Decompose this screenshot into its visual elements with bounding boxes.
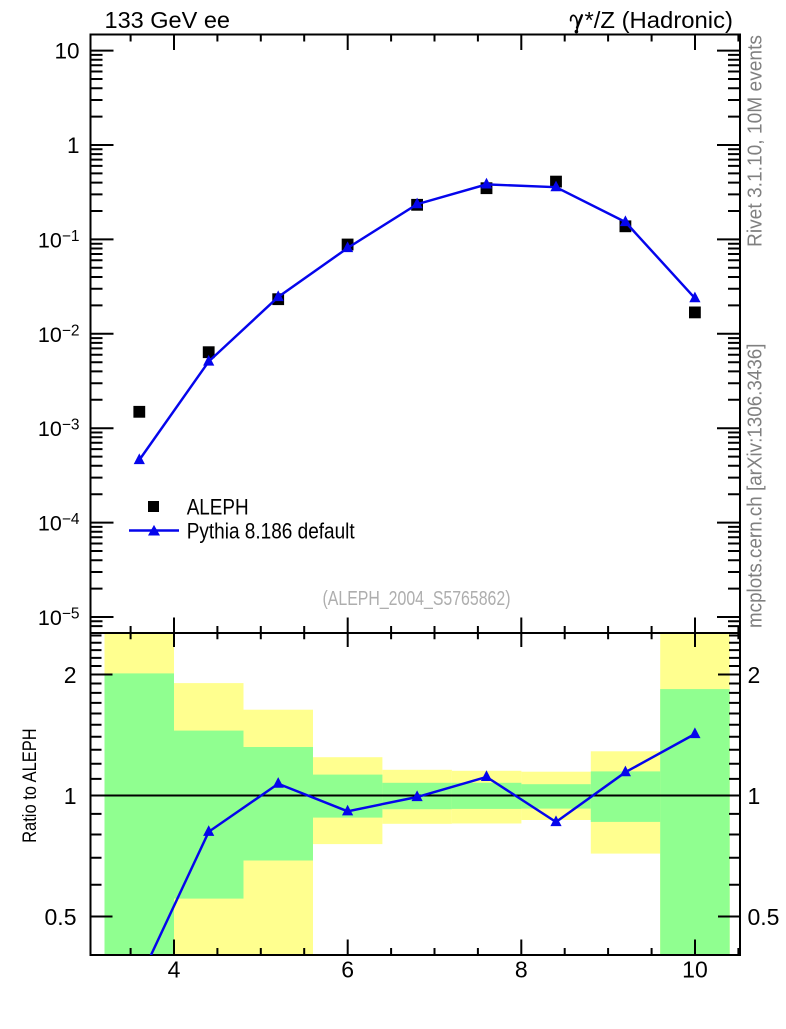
svg-text:1: 1	[748, 783, 761, 809]
svg-text:4: 4	[168, 957, 181, 983]
svg-text:mcplots.cern.ch [arXiv:1306.34: mcplots.cern.ch [arXiv:1306.3436]	[745, 344, 767, 629]
svg-text:2: 2	[64, 662, 77, 688]
svg-text:ALEPH: ALEPH	[187, 495, 249, 520]
svg-text:10−4: 10−4	[38, 511, 80, 536]
svg-text:8: 8	[515, 957, 528, 983]
svg-text:Rivet 3.1.10, 10M events: Rivet 3.1.10, 10M events	[745, 35, 767, 247]
svg-text:10: 10	[682, 957, 708, 983]
svg-text:6: 6	[341, 957, 354, 983]
svg-text:(ALEPH_2004_S5765862): (ALEPH_2004_S5765862)	[323, 588, 511, 610]
svg-text:1: 1	[67, 133, 80, 158]
svg-text:Ratio to ALEPH: Ratio to ALEPH	[19, 728, 41, 843]
svg-text:0.5: 0.5	[45, 904, 77, 930]
svg-text:0.5: 0.5	[748, 904, 780, 930]
svg-text:Pythia 8.186 default: Pythia 8.186 default	[187, 519, 356, 544]
svg-text:1: 1	[64, 783, 77, 809]
svg-text:133 GeV ee: 133 GeV ee	[105, 7, 231, 33]
svg-text:2: 2	[748, 662, 761, 688]
svg-text:10: 10	[54, 39, 79, 64]
svg-text:*/Z (Hadronic): */Z (Hadronic)	[585, 7, 734, 33]
svg-text:10−2: 10−2	[38, 322, 80, 347]
